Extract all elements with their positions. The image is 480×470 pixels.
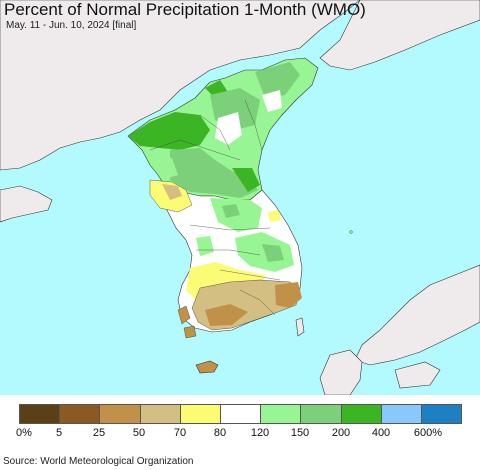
japan-kyushu bbox=[319, 349, 363, 395]
legend-swatch bbox=[20, 405, 61, 423]
legend-swatch bbox=[301, 405, 342, 423]
map-title: Percent of Normal Precipitation 1-Month … bbox=[4, 0, 366, 19]
sk-islands-southwest-2 bbox=[183, 325, 197, 339]
color-legend bbox=[19, 404, 462, 424]
tsushima-island bbox=[295, 317, 305, 337]
sk-mid-green-spot bbox=[222, 204, 240, 218]
shandong-peninsula bbox=[0, 185, 53, 223]
nk-dark-green-coast bbox=[232, 168, 260, 192]
legend-swatch bbox=[421, 405, 462, 423]
legend-label: 70 bbox=[173, 427, 187, 439]
japan-shikoku bbox=[394, 361, 441, 389]
sk-light-brown-south bbox=[205, 304, 248, 326]
legend-swatch bbox=[341, 405, 382, 423]
sk-islands-southwest bbox=[177, 305, 191, 325]
legend-swatch bbox=[381, 405, 422, 423]
legend-label: 50 bbox=[132, 427, 146, 439]
legend-label: 600% bbox=[413, 427, 443, 439]
jeju-island bbox=[195, 360, 219, 374]
china-mainland bbox=[0, 0, 361, 171]
precipitation-map bbox=[0, 0, 480, 395]
russia-coast bbox=[319, 0, 480, 71]
nk-light-green-sw bbox=[150, 158, 178, 180]
legend-swatch bbox=[261, 405, 302, 423]
legend-label: 400 bbox=[371, 427, 391, 439]
legend-label: 120 bbox=[250, 427, 270, 439]
sk-mid-green-central bbox=[262, 244, 284, 262]
legend-swatch bbox=[180, 405, 221, 423]
legend-label: 200 bbox=[331, 427, 351, 439]
date-range: May. 11 - Jun. 10, 2024 [final] bbox=[6, 20, 137, 31]
legend-swatch bbox=[60, 405, 101, 423]
legend-swatch bbox=[100, 405, 141, 423]
source-credit: Source: World Meteorological Organizatio… bbox=[3, 456, 194, 467]
sk-light-brown-southeast bbox=[275, 282, 302, 308]
sk-green-west bbox=[196, 236, 214, 256]
legend-label: 5 bbox=[55, 427, 63, 439]
legend-label: 150 bbox=[290, 427, 310, 439]
sk-yellow-spot-east bbox=[268, 210, 281, 222]
legend-swatch bbox=[140, 405, 181, 423]
sk-green-central bbox=[235, 232, 294, 272]
legend-label: 80 bbox=[213, 427, 227, 439]
sk-tan-northwest bbox=[162, 184, 182, 200]
nk-dark-green-west bbox=[128, 112, 210, 150]
nk-white-patch-2 bbox=[262, 90, 282, 112]
nk-mid-green-east bbox=[255, 62, 300, 98]
legend-label: 25 bbox=[92, 427, 106, 439]
nk-mid-green-south bbox=[170, 148, 258, 198]
nk-white-patch-1 bbox=[215, 112, 242, 145]
legend-swatch bbox=[220, 405, 262, 423]
legend-label: 0% bbox=[16, 427, 32, 439]
ulleung-island bbox=[349, 230, 353, 234]
